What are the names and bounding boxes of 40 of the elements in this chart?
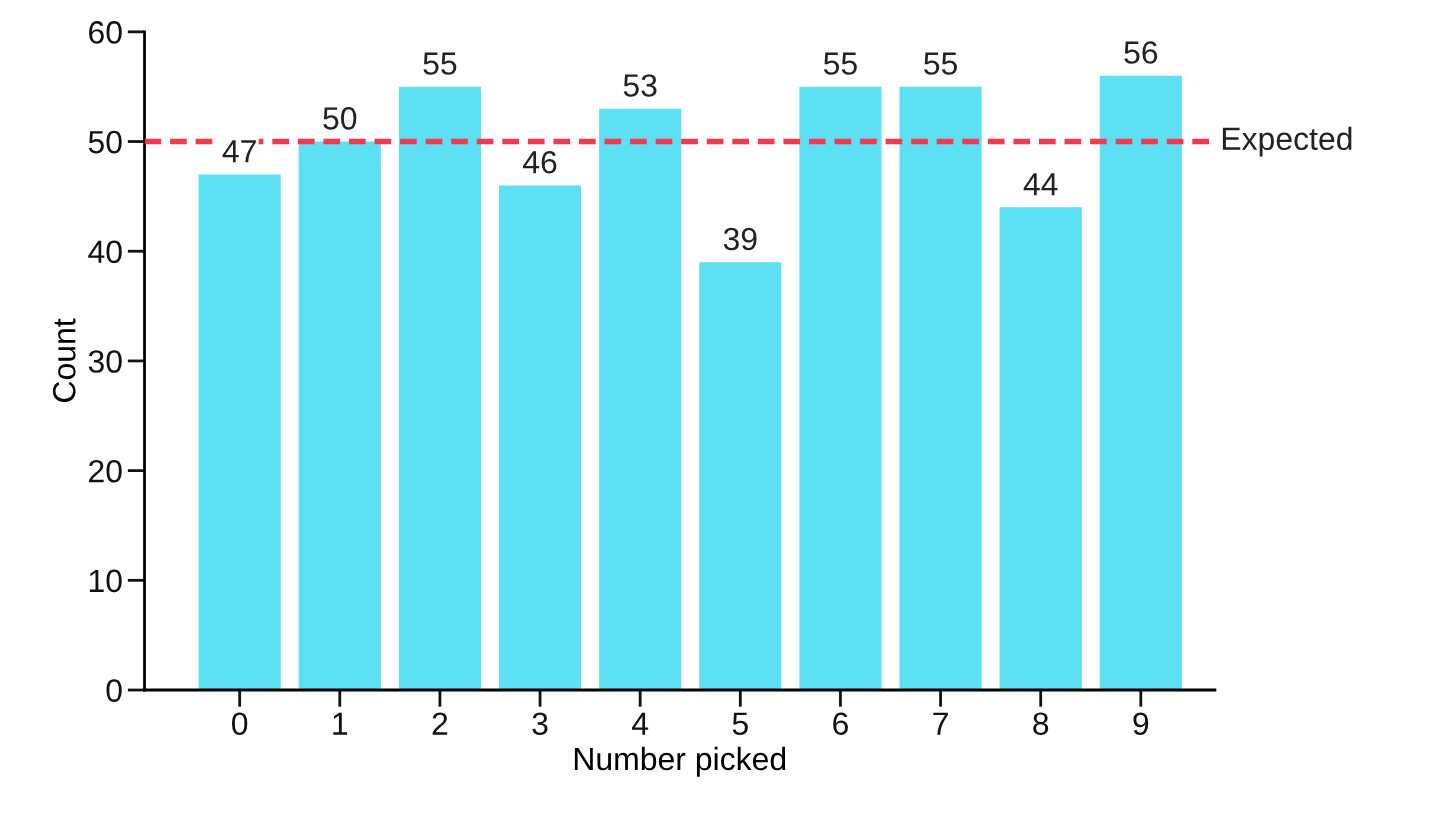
data-label: 53	[623, 74, 657, 97]
y-tick-label: 50	[88, 130, 122, 154]
y-tick-label: 10	[89, 569, 122, 593]
bar	[699, 262, 782, 691]
data-label: 46	[523, 150, 557, 174]
bar	[398, 86, 481, 691]
x-tick-label: 4	[632, 712, 649, 735]
y-tick-label: 20	[89, 459, 122, 483]
data-label: 56	[1124, 41, 1158, 64]
bar	[298, 141, 381, 691]
bar	[999, 207, 1082, 691]
data-label: 55	[423, 52, 457, 75]
x-tick-label: 1	[333, 712, 348, 735]
data-label: 39	[723, 227, 757, 251]
data-label: 50	[323, 107, 357, 130]
y-tick-label: 0	[106, 679, 122, 702]
data-label: 55	[924, 52, 957, 75]
x-tick-label: 0	[232, 712, 248, 735]
data-label: 44	[1023, 173, 1058, 196]
x-tick-label: 2	[432, 712, 448, 735]
x-tick-label: 5	[732, 712, 748, 735]
y-axis-title: Count	[52, 318, 76, 402]
x-tick-label: 3	[532, 712, 548, 735]
bar	[498, 185, 582, 691]
x-tick-label: 7	[933, 712, 948, 735]
y-tick-label: 30	[88, 350, 122, 373]
data-label: 47	[222, 140, 256, 163]
x-tick-label: 8	[1033, 712, 1049, 735]
y-tick-label: 60	[89, 21, 122, 44]
bar	[599, 108, 682, 691]
x-tick-label: 6	[833, 712, 848, 735]
ref-line-label: Expected	[1222, 126, 1352, 157]
x-axis-title: Number picked	[574, 746, 786, 777]
bar	[899, 86, 982, 691]
data-label: 55	[823, 52, 857, 75]
bar	[799, 86, 882, 691]
y-tick-label: 40	[88, 240, 122, 264]
bar	[1099, 75, 1182, 691]
bar	[198, 174, 281, 691]
x-tick-label: 9	[1133, 712, 1149, 735]
